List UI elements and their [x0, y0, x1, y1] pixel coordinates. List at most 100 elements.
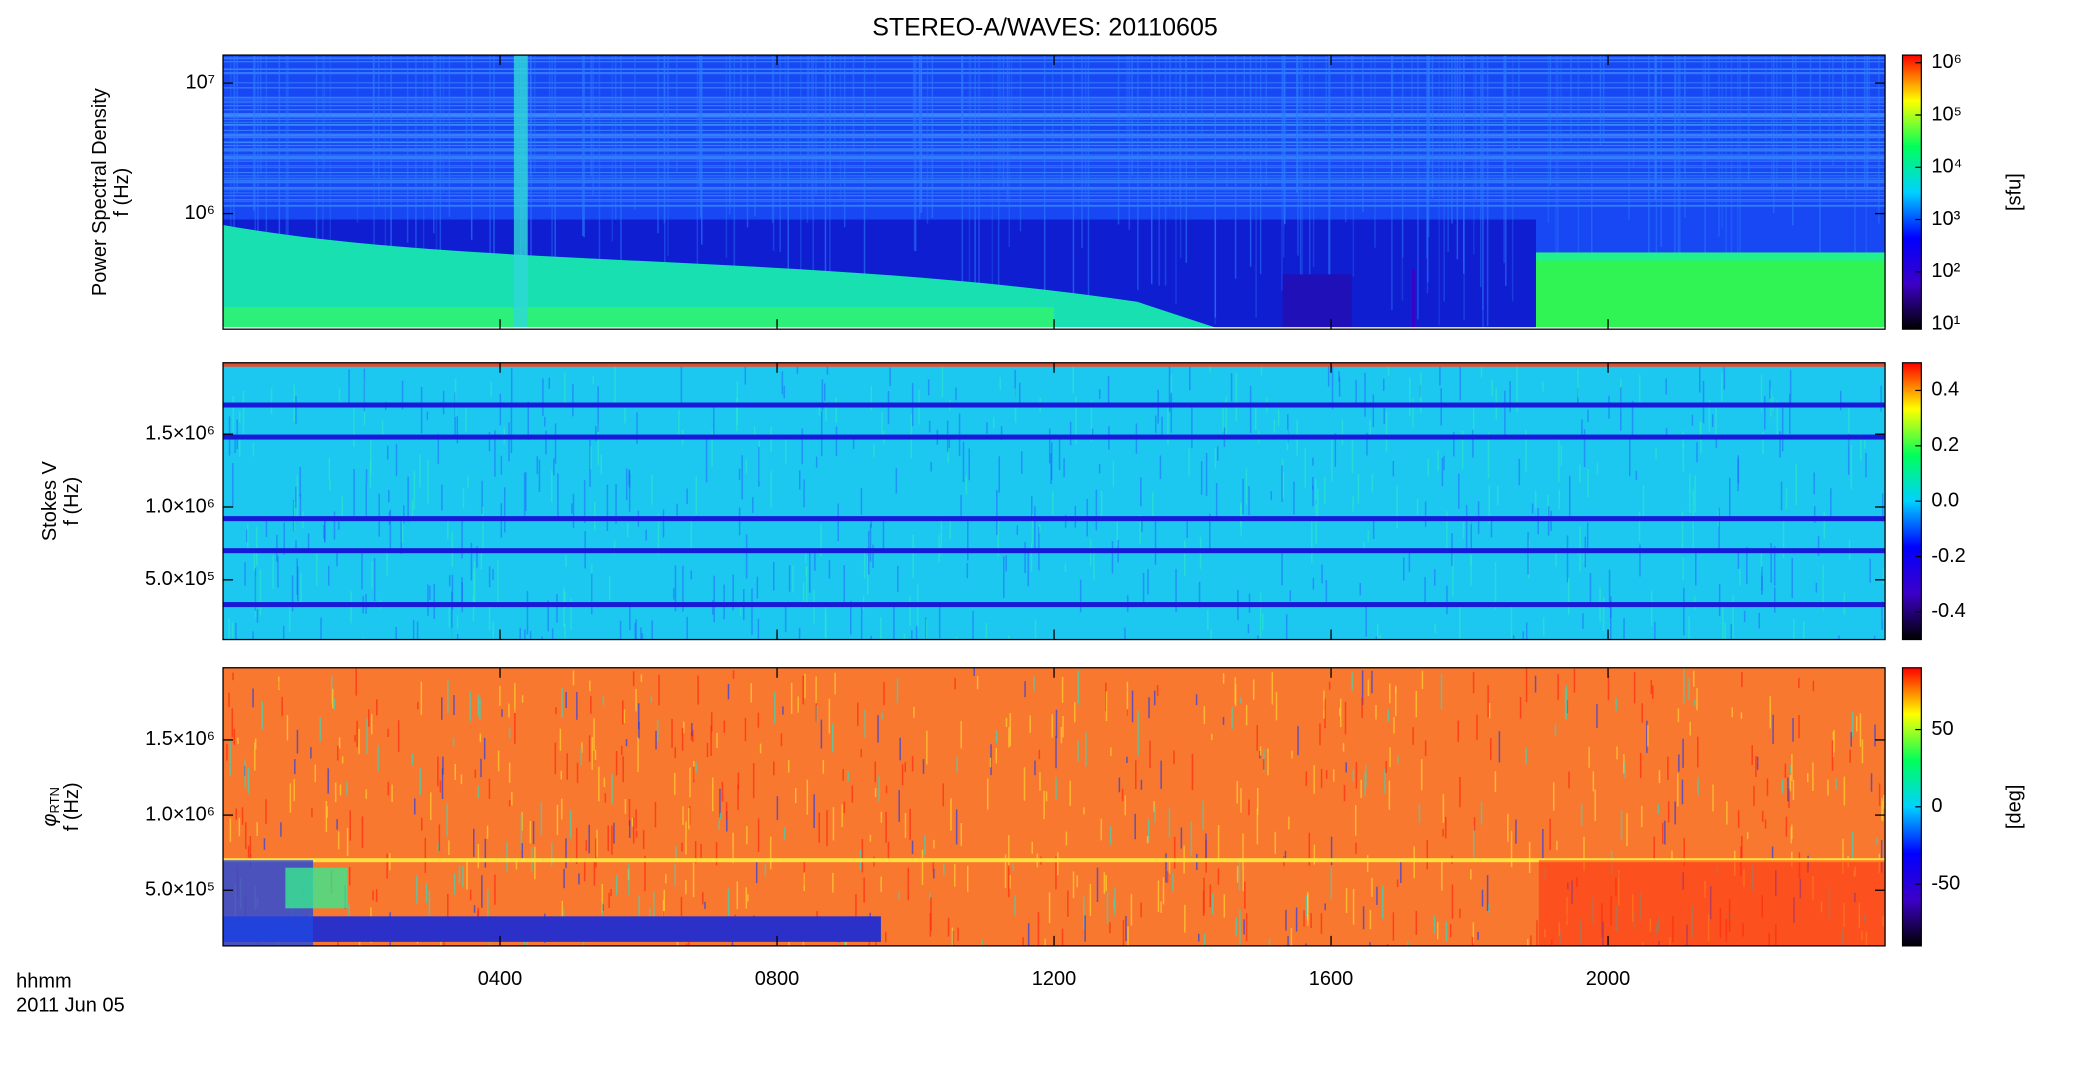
spectrogram-texture: [764, 863, 767, 877]
spectrogram-texture: [223, 109, 1886, 111]
spectrogram-texture: [1813, 506, 1816, 523]
spectrogram-texture: [510, 368, 513, 403]
spectrogram-texture: [1770, 543, 1772, 583]
spectrogram-texture: [606, 484, 609, 532]
spectrogram-texture: [685, 943, 688, 946]
spectrogram-texture: [885, 811, 887, 843]
spectrogram-texture: [943, 863, 945, 876]
spectrogram-texture: [1764, 396, 1766, 430]
spectrogram-texture: [1835, 778, 1837, 790]
spectrogram-texture: [1507, 813, 1509, 842]
spectrogram-texture: [1077, 740, 1079, 762]
spectrogram-texture: [230, 55, 232, 286]
spectrogram-texture: [1472, 429, 1474, 458]
spectrogram-texture: [1331, 364, 1334, 409]
spectrogram-texture: [689, 767, 691, 798]
spectrogram-texture: [371, 561, 373, 589]
spectrogram-texture: [1433, 915, 1436, 934]
spectrogram-texture: [757, 618, 760, 640]
spectrogram-texture: [1175, 55, 1177, 305]
spectrogram-texture: [1880, 840, 1883, 873]
spectrogram-texture: [1009, 875, 1011, 889]
spectrogram-texture: [544, 416, 546, 427]
spectrogram-texture: [1635, 470, 1638, 480]
spectrogram-texture: [1320, 768, 1323, 788]
spectrogram-texture: [1369, 909, 1372, 930]
spectrogram-texture: [1152, 492, 1154, 520]
spectrogram-texture: [1487, 432, 1490, 479]
spectrogram-texture: [368, 709, 370, 727]
spectrogram-texture: [223, 141, 1886, 144]
spectrogram-texture: [733, 55, 736, 315]
spectrogram-texture: [425, 883, 428, 903]
spectrogram-texture: [913, 706, 915, 718]
spectrogram-texture: [904, 813, 907, 838]
spectrogram-texture: [1281, 465, 1283, 502]
spectrogram-texture: [1282, 274, 1352, 330]
spectrogram-texture: [1725, 55, 1727, 286]
spectrogram-texture: [223, 82, 1886, 84]
spectrogram-texture: [1443, 455, 1445, 471]
spectrogram-texture: [1787, 777, 1789, 802]
spectrogram-texture: [403, 505, 405, 524]
spectrogram-texture: [336, 819, 338, 830]
spectrogram-texture: [1560, 55, 1562, 155]
spectrogram-texture: [1665, 427, 1668, 439]
spectrogram-texture: [565, 691, 567, 709]
spectrogram-texture: [1331, 436, 1333, 481]
spectrogram-texture: [462, 488, 465, 509]
spectrogram-texture: [914, 55, 917, 252]
spectrogram-texture: [1421, 670, 1424, 690]
spectrogram-texture: [1372, 394, 1375, 428]
spectrogram-texture: [613, 822, 615, 844]
spectrogram-texture: [1168, 366, 1171, 412]
spectrogram-texture: [857, 702, 859, 726]
spectrogram-texture: [1345, 762, 1347, 773]
spectrogram-texture: [645, 529, 647, 541]
spectrogram-texture: [1270, 491, 1273, 500]
spectrogram-texture: [1631, 400, 1634, 437]
spectrogram-texture: [447, 680, 449, 713]
spectrogram-texture: [593, 718, 595, 751]
spectrogram-texture: [797, 696, 799, 713]
spectrogram-texture: [1034, 760, 1036, 776]
spectrogram-texture: [1607, 675, 1610, 700]
spectrogram-texture: [866, 556, 869, 595]
spectrogram-texture: [1792, 55, 1794, 226]
spectrogram-texture: [1222, 673, 1225, 684]
spectrogram-texture: [376, 699, 378, 716]
spectrogram-texture: [1482, 55, 1484, 328]
spectrogram-texture: [1772, 55, 1775, 214]
spectrogram-texture: [420, 681, 423, 715]
spectrogram-texture: [1761, 810, 1764, 823]
spectrogram-texture: [1737, 810, 1740, 828]
spectrogram-texture: [928, 892, 931, 900]
colorbar-tick-label: 10⁵: [1931, 103, 1962, 125]
spectrogram-texture: [861, 839, 864, 873]
spectrogram-texture: [829, 55, 831, 325]
spectrogram-texture: [650, 695, 653, 703]
spectrogram-texture: [592, 376, 594, 385]
spectrogram-texture: [745, 887, 748, 909]
spectrogram-texture: [594, 749, 597, 760]
spectrogram-texture: [614, 55, 617, 220]
spectrogram-texture: [490, 381, 493, 397]
spectrogram-texture: [1242, 867, 1244, 892]
spectrogram-texture: [1254, 408, 1257, 430]
spectrogram-texture: [1704, 55, 1706, 294]
spectrogram-texture: [1647, 725, 1649, 747]
colorbar-tick-label: 0: [1931, 795, 1942, 817]
spectrogram-texture: [513, 55, 528, 330]
spectrogram-texture: [441, 768, 444, 800]
spectrogram-texture: [388, 490, 390, 503]
spectrogram-texture: [1052, 491, 1054, 515]
spectrogram-texture: [820, 524, 822, 557]
spectrogram-texture: [1008, 55, 1011, 248]
spectrogram-texture: [1433, 569, 1436, 586]
spectrogram-texture: [741, 455, 743, 500]
spectrogram-texture: [1865, 452, 1867, 478]
spectrogram-texture: [940, 515, 943, 556]
spectrogram-texture: [758, 446, 760, 487]
spectrogram-texture: [256, 527, 258, 566]
spectrogram-texture: [1459, 908, 1461, 918]
